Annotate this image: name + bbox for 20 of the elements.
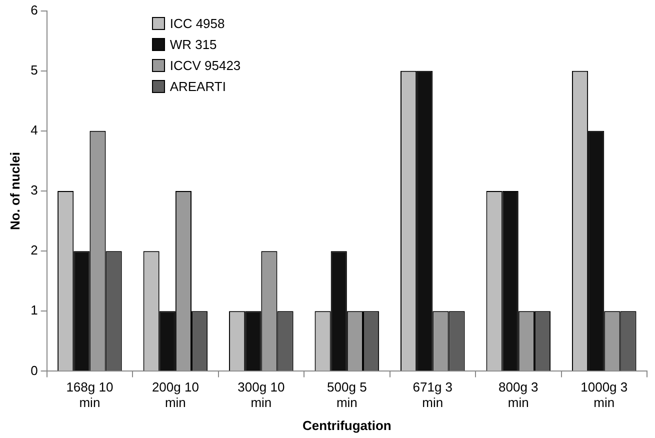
y-tick-label: 6 [30,2,38,18]
x-tick-label: 671g 3 min [412,380,453,410]
y-tick-label: 1 [30,302,38,318]
x-tick-label: 300g 10 min [238,380,285,410]
x-tick-label: 168g 10 min [66,380,114,410]
y-axis-title: No. of nuclei [7,152,22,230]
x-tick-label: 200g 10 min [152,380,199,410]
y-tick-label: 3 [30,182,38,198]
x-axis-title: Centrifugation [302,418,392,433]
y-tick-label: 4 [30,122,38,138]
y-tick-label: 0 [30,362,38,378]
y-tick-label: 2 [30,242,38,258]
x-tick-label: 1000g 3 min [580,380,628,410]
y-tick-label: 5 [30,62,38,78]
legend-label: ICCV 95423 [170,58,241,73]
legend-label: WR 315 [170,36,217,52]
legend-label: AREARTI [170,78,226,94]
x-tick-label: 800g 3 min [498,380,538,410]
legend-label: ICC 4958 [170,16,225,31]
x-tick-label: 500g 5 min [327,380,367,410]
